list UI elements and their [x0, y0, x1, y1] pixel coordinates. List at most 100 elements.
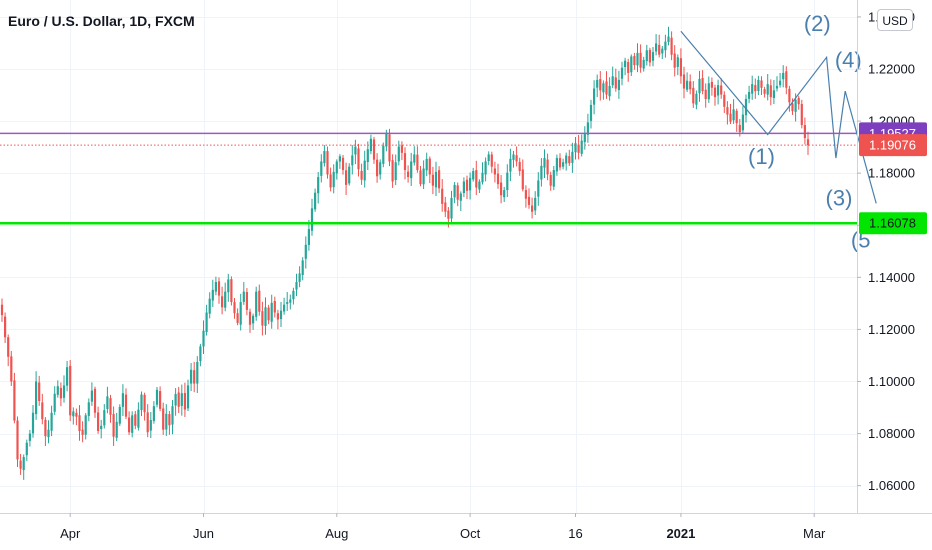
- candle: [149, 411, 152, 439]
- candle: [171, 399, 174, 435]
- candle: [208, 292, 211, 319]
- candle: [453, 182, 456, 204]
- candle: [478, 179, 481, 194]
- candle: [360, 163, 363, 185]
- candle: [800, 99, 803, 129]
- currency-button[interactable]: USD: [877, 9, 913, 31]
- candle: [4, 312, 7, 344]
- candle: [527, 188, 531, 209]
- candle: [391, 154, 394, 188]
- candle: [772, 80, 775, 105]
- chart-title: Euro / U.S. Dollar, 1D, FXCM: [8, 13, 195, 29]
- candle: [469, 172, 472, 200]
- x-tick-label: Mar: [803, 526, 826, 541]
- candle: [682, 66, 686, 99]
- candle: [66, 360, 69, 392]
- candle: [276, 309, 279, 330]
- candle: [62, 375, 66, 403]
- candle: [53, 386, 56, 415]
- candle: [763, 86, 766, 98]
- candle: [217, 277, 221, 304]
- candle: [521, 159, 524, 192]
- candle: [230, 276, 233, 306]
- candle: [679, 48, 682, 84]
- candle: [109, 394, 112, 423]
- y-tick-label: 1.22000: [868, 62, 915, 77]
- candle: [128, 411, 131, 435]
- candle: [760, 76, 763, 96]
- candle: [84, 413, 87, 440]
- candle: [211, 279, 214, 307]
- candle: [593, 80, 596, 115]
- candle: [766, 74, 769, 101]
- candle: [428, 156, 431, 184]
- candle: [81, 421, 84, 443]
- candle: [717, 79, 720, 105]
- candle: [310, 198, 314, 236]
- candle: [524, 185, 527, 208]
- candle: [658, 34, 661, 58]
- y-tick-label: 1.10000: [868, 374, 915, 389]
- candle: [775, 76, 779, 92]
- candle: [512, 150, 515, 168]
- x-tick-label: Oct: [460, 526, 481, 541]
- candle: [59, 382, 62, 407]
- candle: [341, 154, 345, 175]
- candle: [283, 297, 286, 315]
- price-badge-red-dotted: 1.19076: [859, 134, 927, 157]
- x-tick-label: Apr: [60, 526, 81, 541]
- elliott-wave-line[interactable]: [680, 30, 877, 204]
- candle: [500, 174, 503, 204]
- candle: [534, 191, 537, 216]
- candle: [10, 350, 13, 386]
- y-tick-label: 1.08000: [868, 426, 915, 441]
- candle: [599, 71, 602, 101]
- candle: [596, 74, 599, 98]
- candle: [0, 298, 4, 322]
- candle: [403, 147, 407, 180]
- candle: [227, 273, 230, 302]
- candle: [748, 85, 751, 104]
- candle: [131, 411, 134, 438]
- candle: [180, 384, 183, 416]
- candle: [186, 379, 190, 412]
- candle: [698, 70, 701, 102]
- candle: [729, 103, 732, 124]
- candle: [577, 134, 580, 160]
- candle: [586, 113, 589, 143]
- candle: [574, 136, 577, 160]
- candles: [0, 26, 810, 480]
- candle: [7, 334, 10, 367]
- x-tick-label: 2021: [666, 526, 695, 541]
- candle: [537, 172, 540, 206]
- candle: [583, 126, 586, 150]
- candle: [456, 182, 459, 207]
- candle: [146, 404, 149, 438]
- candle: [357, 143, 360, 177]
- candle: [72, 407, 75, 425]
- candle: [704, 83, 707, 108]
- x-axis[interactable]: Apr Jun Aug Oct 16 2021 Mar: [60, 513, 826, 541]
- candle: [506, 164, 509, 198]
- candle: [382, 142, 385, 168]
- candle: [785, 66, 788, 95]
- candle: [87, 398, 90, 422]
- candle: [258, 284, 261, 316]
- candle: [177, 386, 180, 413]
- candle: [803, 117, 806, 145]
- candle: [782, 65, 785, 88]
- candle: [369, 134, 372, 155]
- y-tick-label: 1.14000: [868, 270, 915, 285]
- candle: [205, 304, 208, 336]
- candle: [348, 163, 351, 186]
- y-tick-label: 1.12000: [868, 322, 915, 337]
- candle: [298, 266, 301, 288]
- candle: [633, 52, 636, 70]
- candle: [273, 296, 276, 318]
- candle: [202, 320, 205, 355]
- candle: [484, 157, 487, 182]
- candle: [695, 90, 698, 110]
- candle: [335, 159, 338, 180]
- candle: [193, 361, 196, 393]
